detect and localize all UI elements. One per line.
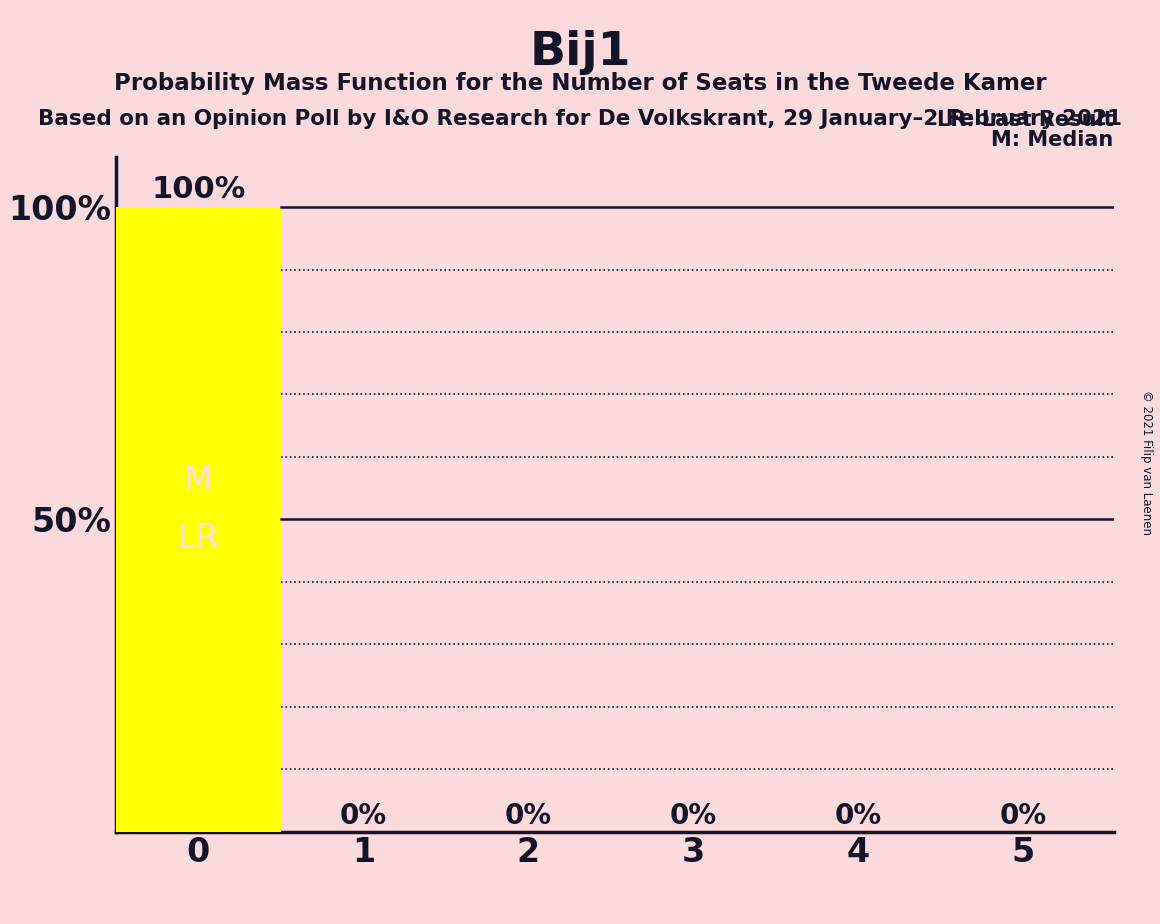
Text: M: M	[184, 465, 212, 497]
Text: 0%: 0%	[340, 802, 387, 830]
Text: M: Median: M: Median	[992, 130, 1114, 150]
Text: Bij1: Bij1	[529, 30, 631, 75]
Text: Based on an Opinion Poll by I&O Research for De Volkskrant, 29 January–2 Februar: Based on an Opinion Poll by I&O Research…	[38, 109, 1122, 129]
Text: Probability Mass Function for the Number of Seats in the Tweede Kamer: Probability Mass Function for the Number…	[114, 72, 1046, 95]
Text: 100%: 100%	[151, 175, 246, 204]
Text: LR: Last Result: LR: Last Result	[937, 110, 1114, 130]
Text: LR: LR	[177, 522, 219, 555]
Text: © 2021 Filip van Laenen: © 2021 Filip van Laenen	[1139, 390, 1153, 534]
Bar	[116, 207, 281, 832]
Text: 0%: 0%	[505, 802, 552, 830]
Text: 0%: 0%	[669, 802, 717, 830]
Text: 0%: 0%	[834, 802, 882, 830]
Text: 0%: 0%	[1000, 802, 1046, 830]
